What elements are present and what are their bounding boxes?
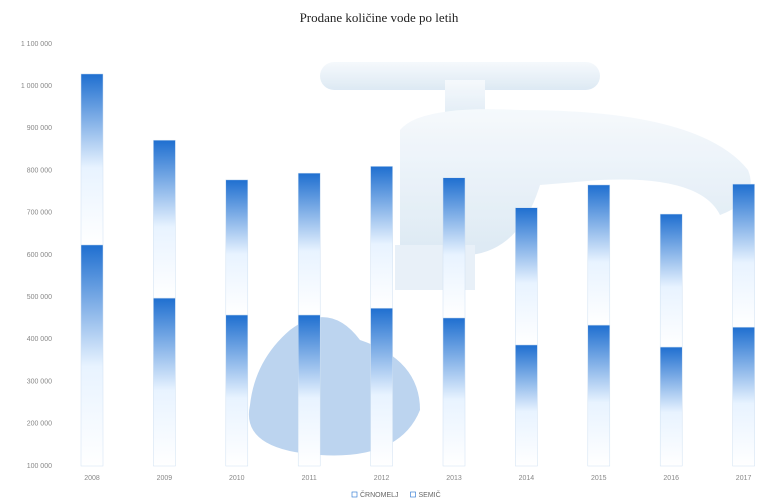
y-tick-label: 700 000 bbox=[27, 210, 52, 217]
bar-segment bbox=[80, 244, 104, 467]
legend: ČRNOMELJ SEMIČ bbox=[351, 490, 441, 499]
bar-segment bbox=[587, 184, 611, 326]
bar-segment bbox=[370, 307, 393, 467]
legend-label: SEMIČ bbox=[419, 490, 441, 499]
x-tick-label: 2015 bbox=[591, 475, 607, 482]
bar-segment bbox=[515, 207, 538, 346]
legend-label: ČRNOMELJ bbox=[360, 490, 399, 499]
x-tick-label: 2014 bbox=[519, 475, 535, 482]
x-tick-label: 2011 bbox=[302, 475, 317, 482]
x-tick-label: 2017 bbox=[736, 475, 752, 482]
y-tick-label: 500 000 bbox=[27, 294, 52, 301]
bar-segment bbox=[659, 346, 683, 467]
legend-swatch bbox=[410, 491, 416, 498]
bar-segment bbox=[225, 314, 249, 467]
x-tick-label: 2013 bbox=[446, 475, 462, 482]
y-tick-label: 300 000 bbox=[27, 378, 52, 385]
y-tick-label: 1 100 000 bbox=[21, 41, 52, 48]
bar-segment bbox=[225, 179, 249, 316]
bar-segment bbox=[153, 139, 176, 299]
y-tick-label: 400 000 bbox=[27, 336, 52, 343]
bar-segment bbox=[442, 177, 466, 319]
x-tick-label: 2016 bbox=[663, 475, 679, 482]
bar-segment bbox=[442, 317, 466, 467]
y-tick-label: 1 000 000 bbox=[21, 83, 52, 90]
chart-title: Prodane količine vode po letih bbox=[300, 10, 459, 25]
bar-segment bbox=[297, 314, 321, 467]
bar-segment bbox=[732, 183, 755, 328]
x-tick-label: 2010 bbox=[229, 475, 245, 482]
bar-segment bbox=[297, 172, 321, 316]
y-tick-label: 600 000 bbox=[27, 252, 52, 259]
bar-segment bbox=[515, 344, 538, 467]
bar-segment bbox=[370, 166, 393, 309]
y-tick-label: 200 000 bbox=[27, 421, 52, 428]
bar-segment bbox=[153, 297, 176, 467]
y-tick-label: 100 000 bbox=[27, 463, 52, 470]
bar-segment bbox=[80, 73, 104, 246]
y-tick-label: 800 000 bbox=[27, 167, 52, 174]
x-tick-label: 2008 bbox=[84, 475, 100, 482]
y-tick-label: 900 000 bbox=[27, 125, 52, 132]
x-tick-label: 2012 bbox=[374, 475, 390, 482]
bar-segment bbox=[659, 213, 683, 348]
bar-segment bbox=[732, 326, 755, 467]
bar-segment bbox=[587, 324, 611, 467]
legend-swatch bbox=[351, 491, 358, 498]
x-tick-label: 2009 bbox=[157, 475, 173, 482]
